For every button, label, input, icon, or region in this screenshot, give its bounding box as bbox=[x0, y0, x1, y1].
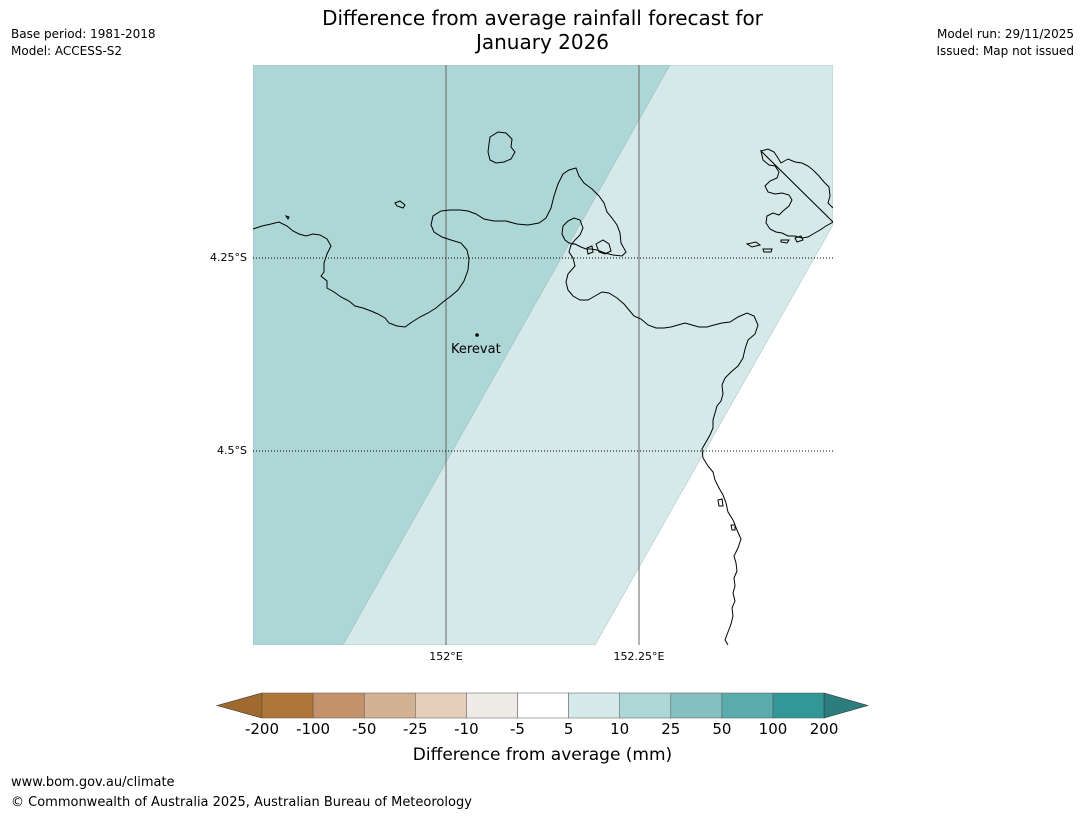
colorbar-tick-label: 10 bbox=[610, 720, 630, 738]
title-line-2: January 2026 bbox=[475, 30, 610, 54]
islet-8 bbox=[730, 524, 736, 531]
colorbar-swatch-7 bbox=[568, 692, 620, 719]
colorbar-tick-label: -200 bbox=[244, 720, 280, 738]
model-name: Model: ACCESS-S2 bbox=[11, 44, 123, 58]
islet-2 bbox=[284, 215, 290, 220]
colorbar-tick-label: -100 bbox=[296, 720, 331, 738]
colorbar-swatch-3 bbox=[363, 692, 416, 719]
colorbar-tick-label: 50 bbox=[712, 720, 732, 738]
colorbar-extend-low bbox=[215, 692, 263, 719]
lon-label-152-25: 152.25°E bbox=[613, 650, 665, 663]
place-label-kerevat: Kerevat bbox=[451, 342, 501, 357]
place-marker bbox=[475, 333, 479, 337]
rain-band-10-25 bbox=[253, 65, 671, 645]
lon-label-152: 152°E bbox=[429, 650, 463, 663]
colorbar-swatch-11 bbox=[772, 692, 825, 719]
colorbar-swatch-5 bbox=[466, 692, 518, 719]
meta-left: Base period: 1981-2018 Model: ACCESS-S2 bbox=[11, 26, 156, 60]
meta-right: Model run: 29/11/2025 Issued: Map not is… bbox=[936, 26, 1074, 60]
islet-6 bbox=[794, 235, 804, 243]
lat-label-4-25: 4.25°S bbox=[210, 251, 247, 264]
colorbar-tick-label: 200 bbox=[809, 720, 839, 738]
title-line-1: Difference from average rainfall forecas… bbox=[322, 6, 763, 30]
colorbar-swatch-2 bbox=[312, 692, 365, 719]
colorbar bbox=[215, 692, 870, 719]
islet-1 bbox=[394, 200, 406, 209]
colorbar-tick-label: 25 bbox=[661, 720, 681, 738]
colorbar-tick-label: 100 bbox=[758, 720, 788, 738]
islet-7 bbox=[717, 498, 724, 507]
colorbar-swatch-8 bbox=[619, 692, 672, 719]
colorbar-swatch-9 bbox=[670, 692, 723, 719]
page-title: Difference from average rainfall forecas… bbox=[0, 6, 1085, 54]
colorbar-tick-label: -5 bbox=[510, 720, 525, 738]
colorbar-title: Difference from average (mm) bbox=[412, 745, 673, 765]
islet-3 bbox=[745, 241, 762, 248]
islet-4 bbox=[762, 248, 773, 253]
colorbar-tick-label: -50 bbox=[351, 720, 377, 738]
model-run: Model run: 29/11/2025 bbox=[936, 27, 1074, 41]
lat-label-4-5: 4.5°S bbox=[217, 444, 247, 457]
base-period: Base period: 1981-2018 bbox=[11, 27, 156, 41]
issued-status: Issued: Map not issued bbox=[936, 44, 1074, 58]
colorbar-tick-label: 5 bbox=[563, 720, 574, 738]
colorbar-swatch-1 bbox=[261, 692, 314, 719]
coastline bbox=[253, 131, 833, 645]
colorbar-swatch-4 bbox=[415, 692, 467, 719]
island-north bbox=[487, 131, 516, 164]
footer-copyright: © Commonwealth of Australia 2025, Austra… bbox=[11, 795, 472, 810]
coastline-main bbox=[253, 167, 759, 645]
islet-5 bbox=[780, 239, 790, 244]
colorbar-extend-high bbox=[823, 692, 870, 719]
coastline-inner-patch bbox=[586, 239, 612, 255]
footer-url: www.bom.gov.au/climate bbox=[11, 775, 175, 790]
colorbar-swatch-10 bbox=[721, 692, 774, 719]
colorbar-tick-label: -25 bbox=[403, 720, 428, 738]
colorbar-tick-label: -10 bbox=[454, 720, 479, 738]
colorbar-swatch-6 bbox=[517, 692, 569, 719]
